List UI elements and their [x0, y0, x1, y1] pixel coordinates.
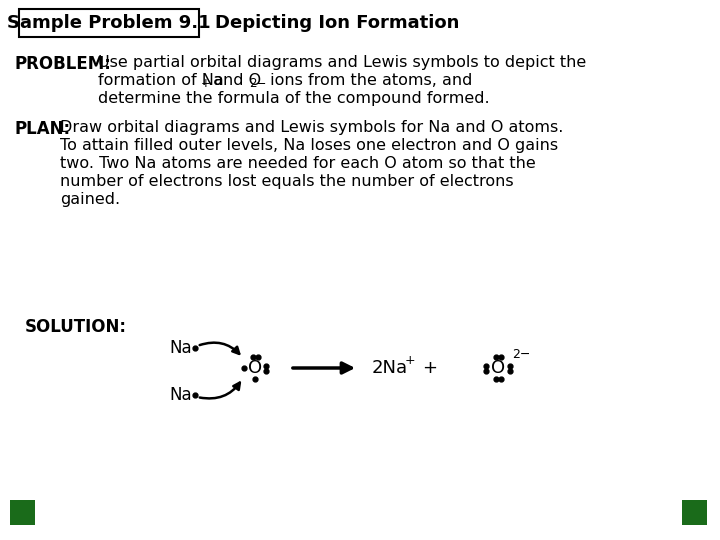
FancyBboxPatch shape — [19, 9, 199, 37]
Text: O: O — [248, 359, 262, 377]
Text: PLAN:: PLAN: — [15, 120, 71, 138]
Text: Na: Na — [169, 339, 192, 357]
Text: Use partial orbital diagrams and Lewis symbols to depict the: Use partial orbital diagrams and Lewis s… — [98, 55, 586, 70]
Text: Draw orbital diagrams and Lewis symbols for Na and O atoms.: Draw orbital diagrams and Lewis symbols … — [60, 120, 563, 135]
Text: SOLUTION:: SOLUTION: — [25, 318, 127, 336]
Text: To attain filled outer levels, Na loses one electron and O gains: To attain filled outer levels, Na loses … — [60, 138, 558, 153]
Text: 2Na: 2Na — [372, 359, 408, 377]
Text: ions from the atoms, and: ions from the atoms, and — [265, 73, 472, 88]
Text: Sample Problem 9.1: Sample Problem 9.1 — [7, 14, 211, 32]
Text: formation of Na: formation of Na — [98, 73, 224, 88]
Text: +: + — [422, 359, 437, 377]
Bar — [682, 500, 707, 525]
Text: 2−: 2− — [512, 348, 531, 361]
Text: +: + — [405, 354, 415, 368]
Text: 2−: 2− — [249, 77, 266, 90]
Text: PROBLEM:: PROBLEM: — [15, 55, 112, 73]
Text: two. Two Na atoms are needed for each O atom so that the: two. Two Na atoms are needed for each O … — [60, 156, 536, 171]
Text: determine the formula of the compound formed.: determine the formula of the compound fo… — [98, 91, 490, 106]
Bar — [10, 500, 35, 525]
Text: Na: Na — [169, 386, 192, 404]
Text: and O: and O — [208, 73, 261, 88]
Text: +: + — [201, 77, 211, 90]
Text: O: O — [491, 359, 505, 377]
Text: gained.: gained. — [60, 192, 120, 207]
Text: Depicting Ion Formation: Depicting Ion Formation — [215, 14, 459, 32]
Text: number of electrons lost equals the number of electrons: number of electrons lost equals the numb… — [60, 174, 513, 189]
